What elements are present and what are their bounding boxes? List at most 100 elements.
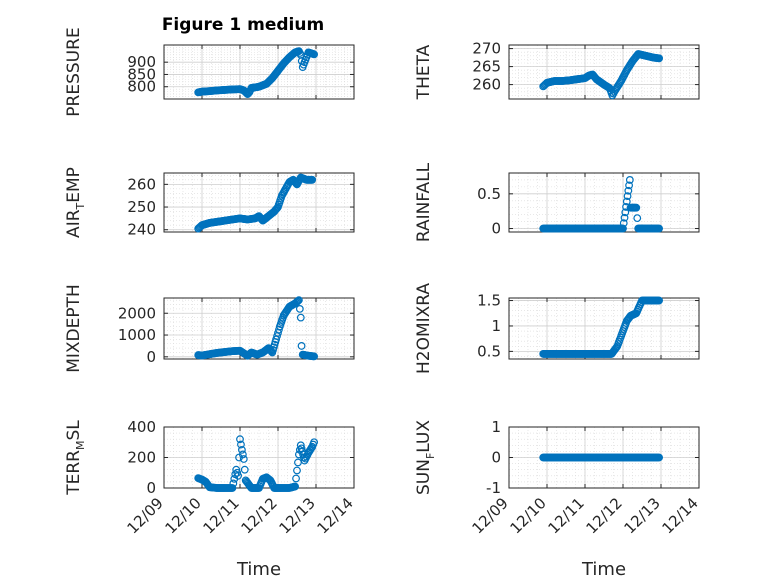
data-point	[292, 474, 300, 483]
y-tick-label: 2000	[118, 304, 156, 322]
data-point	[293, 466, 301, 475]
y-tick-label: 850	[127, 65, 156, 83]
data-point	[291, 482, 300, 491]
x-tick-label: 12/11	[545, 494, 588, 537]
data-point	[228, 484, 237, 492]
data-point	[234, 471, 243, 480]
y-tick-label: 400	[127, 418, 156, 436]
data-point	[236, 435, 244, 444]
data-point	[296, 313, 305, 322]
data-point	[238, 450, 247, 459]
x-tick-label: 12/14	[659, 494, 702, 537]
figure-title: Figure 1 medium	[162, 15, 324, 35]
data-point	[625, 176, 634, 184]
y-tick-label: 800	[127, 78, 156, 96]
data-point	[620, 213, 629, 222]
data-point	[267, 347, 276, 356]
y-tick-label: 265	[472, 58, 501, 76]
data-point	[655, 224, 663, 233]
subplot-air-temp: 240 250 260 AIRTEMP	[64, 167, 355, 239]
data-point	[611, 344, 620, 353]
data-point	[621, 208, 630, 217]
x-tick-label: 12/12	[238, 494, 281, 537]
data-point	[239, 455, 248, 463]
y-axis-label: AIRTEMP	[64, 167, 87, 238]
axes-box	[508, 172, 700, 233]
axes-box	[163, 297, 355, 360]
axes-box	[163, 44, 355, 100]
data-point	[624, 186, 633, 195]
x-tick-label: 12/10	[507, 494, 550, 537]
y-tick-label: 0	[146, 348, 156, 366]
data-point	[229, 479, 238, 488]
data-point	[297, 342, 306, 350]
axes-box	[508, 44, 700, 100]
x-axis-label: Time	[236, 559, 281, 580]
data-point	[622, 197, 631, 206]
y-tick-label: 0	[491, 449, 501, 467]
y-tick-label: 1000	[118, 326, 156, 344]
x-tick-label: 12/09	[124, 494, 167, 537]
y-tick-label: 0.5	[477, 342, 501, 360]
data-point	[310, 352, 319, 361]
data-point	[294, 297, 302, 305]
x-tick-label: 12/09	[469, 494, 512, 537]
axes-box	[508, 297, 700, 360]
y-tick-label: 1.5	[477, 292, 501, 310]
data-point	[308, 175, 317, 184]
x-tick-label: 12/11	[200, 494, 243, 537]
y-tick-label: 240	[127, 221, 156, 239]
subplot-h2omixra: 0.5 1 1.5 H2OMIXRA	[414, 283, 700, 374]
data-point	[237, 440, 245, 449]
y-tick-label: 260	[472, 76, 501, 94]
data-point	[655, 54, 663, 63]
data-point	[310, 50, 319, 59]
data-point	[633, 214, 642, 223]
data-point	[310, 438, 319, 447]
subplot-mixdepth: 0 1000 2000 MIXDEPTH	[64, 284, 355, 373]
y-tick-label: 1	[491, 418, 501, 436]
data-point	[295, 296, 303, 305]
data-point	[294, 458, 302, 467]
y-axis-label: MIXDEPTH	[64, 284, 84, 373]
y-axis-label: THETA	[414, 44, 434, 100]
data-point	[240, 465, 249, 474]
x-tick-label: 12/12	[583, 494, 626, 537]
y-tick-label: 260	[127, 175, 156, 193]
x-axis-label: Time	[581, 559, 626, 580]
y-tick-label: 0.5	[477, 185, 501, 203]
y-tick-label: 200	[127, 449, 156, 467]
data-point	[237, 445, 246, 454]
y-tick-label: 900	[127, 53, 156, 71]
y-axis-label: SUNFLUX	[414, 420, 437, 495]
x-tick-label: 12/13	[621, 494, 664, 537]
y-axis-label: TERRMSL	[64, 420, 87, 496]
data-point	[619, 224, 627, 233]
data-point	[272, 204, 281, 213]
y-tick-label: 1	[491, 317, 501, 335]
data-point	[295, 304, 304, 313]
data-point	[655, 453, 663, 462]
y-tick-label: 0	[146, 479, 156, 497]
y-axis-label: H2OMIXRA	[414, 283, 434, 374]
x-tick-label: 12/10	[162, 494, 205, 537]
data-point	[655, 296, 663, 305]
x-tick-label: 12/13	[276, 494, 319, 537]
data-point	[632, 203, 641, 212]
data-point	[293, 297, 301, 306]
y-tick-label: -1	[486, 479, 501, 497]
data-point	[275, 325, 283, 334]
subplot-rainfall: 0 0.5 RAINFALL	[414, 162, 700, 242]
y-axis-label: PRESSURE	[64, 27, 84, 116]
y-tick-label: 0	[491, 220, 501, 238]
data-point	[625, 181, 633, 190]
y-tick-label: 250	[127, 198, 156, 216]
x-tick-label: 12/14	[314, 494, 357, 537]
data-point	[623, 192, 632, 201]
